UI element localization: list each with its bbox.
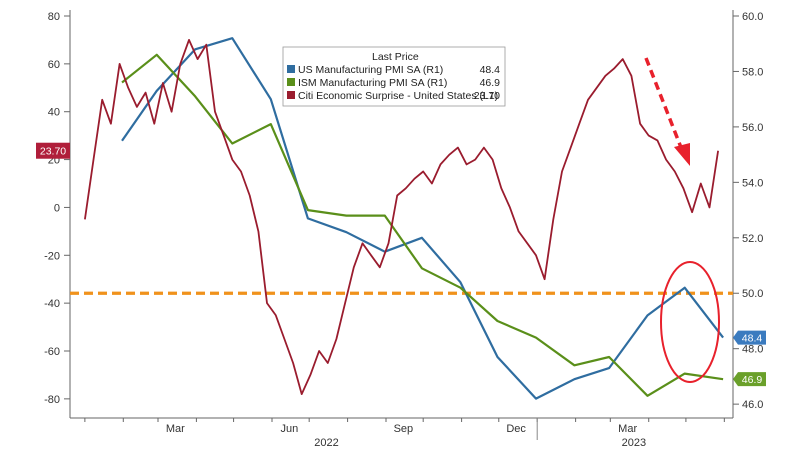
x-month-label: Jun	[280, 423, 298, 435]
tag-citi: 23.70	[36, 142, 70, 159]
legend-box	[282, 46, 506, 107]
tag-citi-box	[36, 142, 70, 159]
tag-citi-value: 23.70	[40, 146, 66, 158]
series-group	[84, 37, 724, 400]
right-tick-label: 48.0	[742, 344, 763, 356]
x-year-label: 2022	[314, 437, 338, 449]
tag-us-pmi-value: 48.4	[742, 333, 763, 345]
legend-label-ism-pmi: ISM Manufacturing PMI SA (R1)	[298, 77, 447, 89]
left-tick-label: 0	[54, 202, 60, 214]
x-month-label: Mar	[166, 423, 185, 435]
x-month-label: Dec	[506, 423, 526, 435]
right-tick-label: 58.0	[742, 66, 763, 78]
left-tick-label: -20	[44, 250, 60, 262]
tag-ism-pmi-box	[733, 372, 766, 387]
right-tick-label: 52.0	[742, 233, 763, 245]
annotation-arrow-shaft	[644, 57, 684, 151]
legend-swatch-us-pmi	[287, 65, 295, 73]
annotation-ellipse	[660, 261, 720, 383]
left-tick-label: -40	[44, 298, 60, 310]
left-tick-label: 80	[48, 11, 60, 23]
tag-ism-pmi-value: 46.9	[742, 374, 763, 386]
legend-swatch-citi	[287, 91, 295, 99]
legend-label-us-pmi: US Manufacturing PMI SA (R1)	[298, 64, 443, 76]
tag-us-pmi-box	[733, 330, 766, 345]
x-axis-ticks: Mar Jun Sep Dec Mar 2022 2023	[84, 418, 725, 449]
axes	[69, 10, 734, 419]
right-tick-label: 46.0	[742, 399, 763, 411]
left-tick-label: 60	[48, 59, 60, 71]
legend-value-ism-pmi: 46.9	[480, 77, 501, 89]
legend-value-citi: 23.70	[474, 90, 500, 102]
legend-header: Last Price	[372, 51, 419, 63]
right-tick-label: 60.0	[742, 11, 763, 23]
left-tick-label: -60	[44, 346, 60, 358]
x-year-label: 2023	[622, 437, 646, 449]
tag-us-pmi: 48.4	[733, 330, 766, 345]
x-month-label: Sep	[394, 423, 414, 435]
annotation-arrow-head	[674, 143, 690, 166]
x-month-label: Mar	[618, 423, 637, 435]
series-line-citi	[84, 39, 719, 395]
legend-swatch-ism-pmi	[287, 78, 295, 86]
right-tick-label: 54.0	[742, 177, 763, 189]
right-axis-ticks: 60.0 58.0 56.0 54.0 52.0 50.0 48.0 46.0	[733, 11, 763, 411]
last-value-tags: 23.70 48.4 46.9	[36, 142, 766, 387]
legend-value-us-pmi: 48.4	[480, 64, 501, 76]
right-tick-label: 50.0	[742, 288, 763, 300]
left-tick-label: -80	[44, 394, 60, 406]
right-tick-label: 56.0	[742, 122, 763, 134]
tag-ism-pmi: 46.9	[733, 372, 766, 387]
left-tick-label: 40	[48, 107, 60, 119]
series-line-us_pmi	[121, 37, 724, 400]
annotations	[644, 57, 720, 383]
legend-label-citi: Citi Economic Surprise - United States (…	[298, 90, 498, 102]
legend: Last Price US Manufacturing PMI SA (R1) …	[282, 46, 506, 107]
